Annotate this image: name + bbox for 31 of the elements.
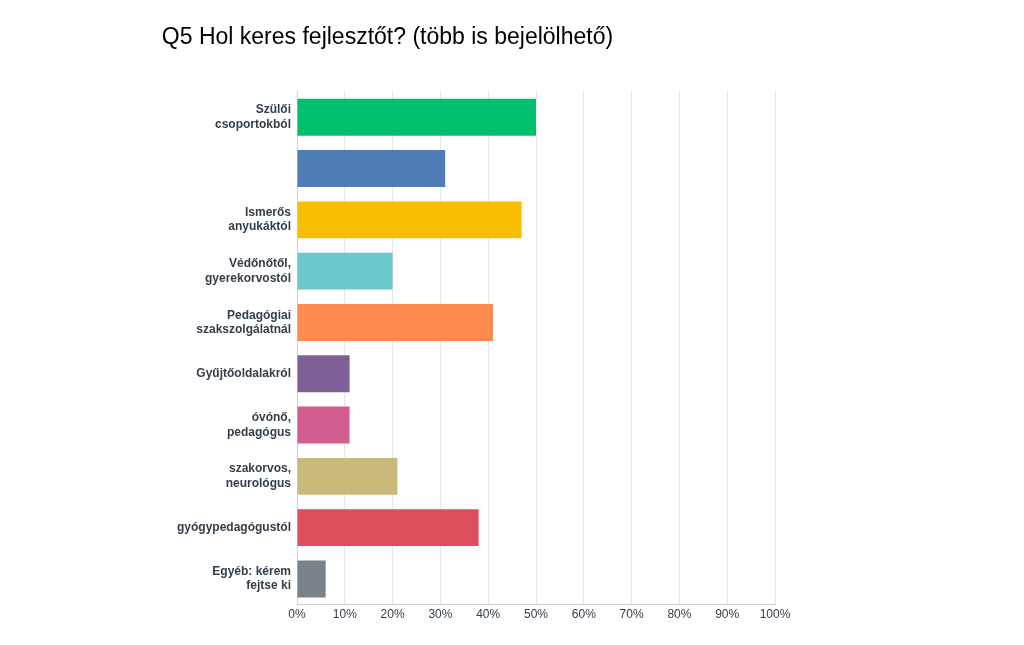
x-tick-label: 20% bbox=[380, 607, 405, 622]
y-tick-label: szakorvos, neurológus bbox=[225, 461, 292, 490]
y-tick-label: Gyűjtőoldalakról bbox=[196, 366, 291, 381]
y-tick-label: óvónő, pedagógus bbox=[226, 410, 292, 439]
chart-title: Q5 Hol keres fejlesztőt? (több is bejelölhető) bbox=[161, 23, 614, 50]
x-tick-label: 90% bbox=[715, 607, 740, 622]
y-tick-label: Szülői csoportokból bbox=[214, 102, 291, 131]
x-tick-label: 40% bbox=[476, 607, 501, 622]
x-tick-label: 10% bbox=[332, 607, 358, 622]
bar bbox=[297, 98, 536, 136]
bar bbox=[297, 406, 350, 444]
x-tick-label: 30% bbox=[428, 607, 453, 622]
x-tick-label: 70% bbox=[619, 607, 644, 622]
bar bbox=[297, 150, 446, 188]
y-tick-label: Egyéb: kérem fejtse ki bbox=[212, 564, 291, 593]
x-tick-label: 80% bbox=[667, 607, 692, 622]
y-tick-label: Ismerős anyukáktól bbox=[228, 204, 292, 234]
bar bbox=[297, 201, 522, 239]
x-tick-label: 0% bbox=[288, 607, 306, 622]
x-tick-label: 60% bbox=[571, 607, 597, 622]
bar bbox=[297, 355, 350, 393]
y-tick-label: gyógypedagógustól bbox=[177, 519, 291, 534]
y-tick-label: Védőnőtől, gyerekorvostól bbox=[204, 256, 291, 285]
x-tick-label: 50% bbox=[523, 607, 549, 622]
bar bbox=[297, 457, 398, 495]
bar bbox=[297, 560, 326, 598]
x-tick-label: 100% bbox=[759, 607, 791, 622]
bar bbox=[297, 509, 479, 547]
y-tick-label: Pedagógiai szakszolgálatnál bbox=[196, 307, 291, 336]
bar bbox=[297, 252, 393, 290]
bar bbox=[297, 303, 493, 341]
